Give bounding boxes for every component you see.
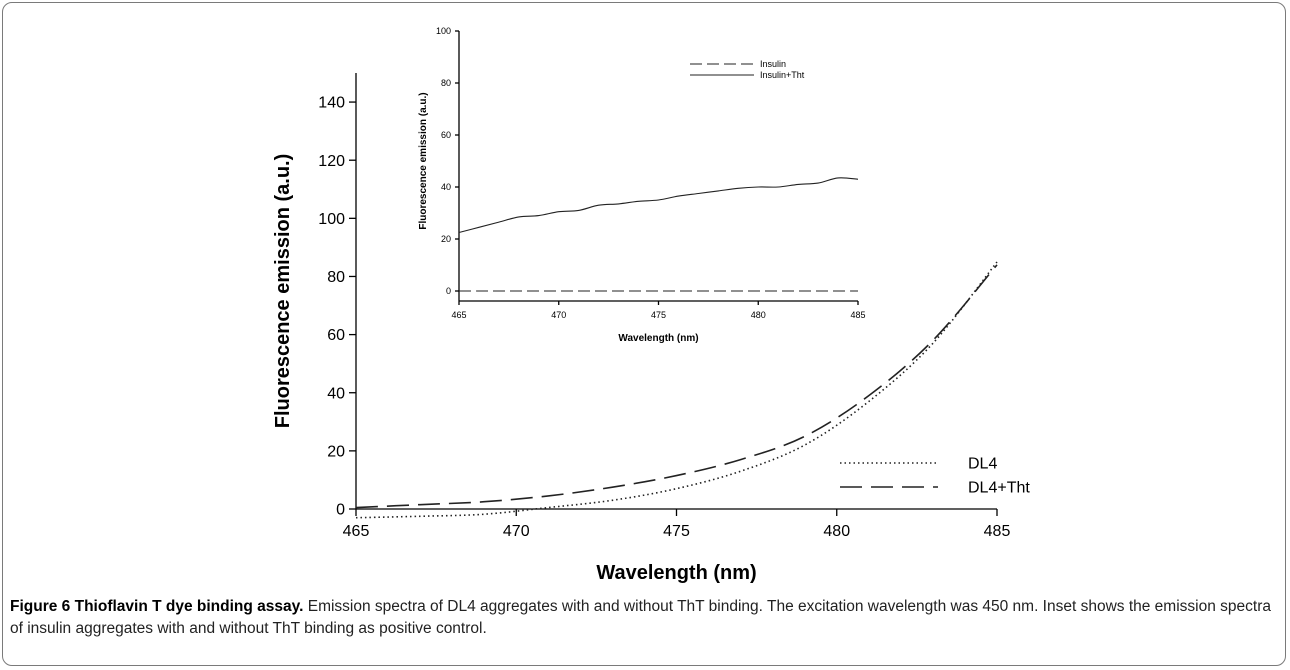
inset-y-tick-label: 100: [436, 26, 451, 36]
main-y-axis-title: Fluorescence emission (a.u.): [272, 154, 294, 429]
main-y-tick-label: 20: [327, 443, 345, 460]
main-y-tick-label: 100: [318, 211, 345, 228]
inset-legend-label-2: Insulin+Tht: [760, 70, 805, 80]
main-y-tick-label: 40: [327, 385, 345, 402]
caption-title: Thioflavin T dye binding assay.: [74, 598, 308, 615]
main-x-tick-label: 465: [343, 523, 370, 540]
main-y-tick-label: 60: [327, 327, 345, 344]
main-x-tick-label: 475: [663, 523, 690, 540]
main-series-line-1: [355, 261, 998, 519]
inset-y-tick-label: 40: [441, 182, 451, 192]
inset-y-tick-label: 20: [441, 234, 451, 244]
main-x-tick-label: 470: [503, 523, 530, 540]
inset-y-tick-label: 80: [441, 78, 451, 88]
inset-x-axis-title: Wavelength (nm): [618, 333, 698, 344]
inset-x-tick-label: 485: [850, 310, 865, 320]
inset-x-tick-label: 480: [751, 310, 766, 320]
figure-caption: Figure 6 Thioflavin T dye binding assay.…: [10, 596, 1272, 640]
main-x-tick-label: 485: [984, 523, 1011, 540]
main-y-tick-label: 0: [336, 502, 345, 519]
caption-label: Figure 6: [10, 598, 75, 615]
inset-y-tick-label: 0: [446, 286, 451, 296]
caption-text: Emission spectra of DL4 aggregates with …: [10, 598, 1271, 637]
inset-x-tick-label: 465: [451, 310, 466, 320]
main-y-tick-label: 120: [318, 153, 345, 170]
inset-y-axis-title: Fluorescence emission (a.u.): [418, 92, 429, 229]
inset-y-tick-label: 60: [441, 130, 451, 140]
inset-chart: 0 20 40 60 80 100 465 470 475 480 485 Wavelength (n…: [418, 26, 866, 344]
inset-x-tick-label: 470: [551, 310, 566, 320]
main-series-line-2: [355, 264, 998, 509]
inset-x-tick-label: 475: [651, 310, 666, 320]
inset-series-line-2: [458, 177, 859, 234]
main-x-tick-label: 480: [823, 523, 850, 540]
main-legend-label-2: DL4+Tht: [968, 480, 1030, 497]
main-chart: 0 20 40 60 80 100 120 140 465 470 475 480 485 Wavelen…: [272, 73, 1030, 584]
inset-legend-label-1: Insulin: [760, 59, 786, 69]
main-legend-label-1: DL4: [968, 456, 997, 473]
main-y-tick-label: 140: [318, 95, 345, 112]
main-y-tick-label: 80: [327, 269, 345, 286]
main-x-axis-title: Wavelength (nm): [596, 562, 756, 584]
